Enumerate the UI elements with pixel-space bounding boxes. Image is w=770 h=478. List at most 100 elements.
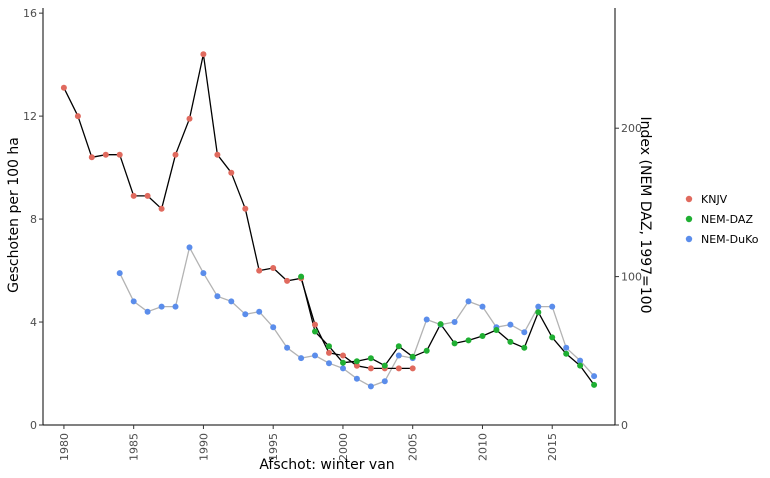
right-axis: 0 100 200 — [614, 8, 642, 432]
series-lines — [63, 53, 595, 388]
data-point-nem-daz — [423, 347, 430, 354]
data-point-knjv — [144, 192, 151, 199]
data-point-nem-duko — [116, 270, 123, 277]
data-point-nem-duko — [535, 303, 542, 310]
data-point-nem-daz — [493, 327, 500, 333]
data-point-nem-duko — [353, 375, 360, 382]
data-point-nem-duko — [381, 378, 388, 385]
series-points — [60, 51, 598, 390]
data-point-nem-duko — [228, 298, 235, 305]
x-tick-label: 1985 — [128, 433, 141, 461]
data-point-nem-duko — [423, 316, 430, 323]
x-tick-label: 1995 — [267, 433, 280, 461]
data-point-nem-duko — [395, 352, 402, 359]
data-point-nem-duko — [479, 303, 486, 310]
data-point-nem-daz — [437, 321, 444, 328]
data-point-nem-duko — [158, 303, 165, 310]
data-point-nem-duko — [186, 244, 193, 251]
data-point-nem-duko — [340, 365, 346, 372]
data-point-nem-duko — [130, 298, 137, 305]
data-point-knjv — [312, 321, 318, 328]
data-point-nem-duko — [563, 344, 570, 351]
data-point-nem-daz — [312, 328, 318, 335]
data-point-nem-daz — [409, 353, 416, 360]
left-axis-title: Geschoten per 100 ha — [6, 137, 22, 293]
data-point-nem-daz — [591, 381, 598, 388]
data-point-knjv — [340, 352, 346, 359]
x-tick-label: 2010 — [476, 433, 489, 461]
right-tick-label: 200 — [621, 122, 642, 135]
data-point-knjv — [326, 349, 332, 356]
x-tick-label: 2015 — [546, 433, 559, 461]
data-point-knjv — [409, 365, 416, 372]
data-point-nem-daz — [465, 337, 472, 344]
right-axis-title: Index (NEM DAZ, 1997=100 — [637, 117, 653, 314]
data-point-nem-daz — [298, 273, 305, 280]
data-point-nem-duko — [521, 329, 528, 336]
x-tick-label: 1980 — [58, 433, 71, 461]
data-point-nem-duko — [284, 344, 291, 351]
data-point-nem-daz — [577, 362, 584, 369]
data-point-nem-duko — [200, 270, 207, 277]
legend-marker-knjv — [685, 195, 693, 203]
data-point-knjv — [116, 151, 123, 158]
data-point-nem-daz — [451, 340, 458, 347]
data-point-knjv — [284, 277, 291, 284]
data-point-knjv — [88, 154, 95, 161]
data-point-knjv — [60, 84, 67, 91]
data-point-nem-daz — [353, 358, 360, 365]
x-axis-title: Afschot: winter van — [259, 457, 394, 473]
data-point-knjv — [270, 265, 277, 271]
data-point-nem-duko — [591, 373, 598, 380]
right-tick-label: 0 — [621, 419, 628, 432]
right-tick-label: 100 — [621, 271, 642, 284]
series-line-knjv — [63, 53, 413, 370]
data-point-nem-daz — [549, 334, 556, 341]
data-point-nem-duko — [507, 321, 514, 328]
data-point-knjv — [186, 115, 193, 122]
data-point-knjv — [214, 151, 221, 158]
data-point-knjv — [200, 51, 207, 58]
data-point-nem-daz — [326, 343, 332, 350]
left-tick-label: 0 — [30, 419, 37, 432]
data-point-nem-daz — [479, 333, 486, 339]
series-line-nem-daz — [300, 276, 595, 386]
data-point-knjv — [158, 205, 165, 212]
data-point-knjv — [353, 362, 360, 369]
data-point-knjv — [172, 151, 179, 158]
data-point-nem-duko — [214, 293, 221, 300]
data-point-knjv — [102, 151, 109, 158]
legend-label: NEM-DAZ — [701, 213, 753, 226]
data-point-nem-daz — [340, 359, 346, 366]
data-point-nem-duko — [270, 324, 277, 331]
data-point-knjv — [367, 365, 374, 372]
x-tick-label: 2000 — [337, 433, 350, 461]
data-point-nem-daz — [367, 355, 374, 362]
legend-label: KNJV — [701, 193, 728, 206]
data-point-nem-daz — [395, 343, 402, 350]
data-point-nem-duko — [144, 308, 151, 315]
data-point-nem-duko — [326, 360, 332, 367]
left-axis: 0 4 8 12 16 — [23, 7, 44, 432]
legend: KNJV NEM-DAZ NEM-DuKo — [685, 193, 759, 246]
left-tick-label: 12 — [23, 110, 37, 123]
data-point-nem-duko — [312, 352, 318, 359]
data-point-nem-duko — [298, 355, 305, 362]
data-point-nem-duko — [451, 319, 458, 325]
data-point-nem-duko — [242, 311, 249, 318]
left-tick-label: 4 — [30, 316, 37, 329]
data-point-nem-duko — [465, 298, 472, 305]
left-tick-label: 16 — [23, 7, 37, 20]
data-point-nem-daz — [507, 338, 514, 345]
data-point-knjv — [130, 192, 137, 199]
data-point-nem-daz — [563, 350, 570, 357]
data-point-knjv — [395, 365, 402, 372]
data-point-nem-duko — [577, 357, 584, 364]
data-point-knjv — [74, 113, 81, 120]
legend-marker-nem-duko — [685, 235, 693, 243]
x-tick-label: 2005 — [407, 433, 420, 461]
data-point-knjv — [256, 267, 263, 274]
x-axis: 1980 1985 1990 1995 2000 2005 2010 2015 — [43, 424, 615, 461]
legend-label: NEM-DuKo — [701, 233, 759, 246]
